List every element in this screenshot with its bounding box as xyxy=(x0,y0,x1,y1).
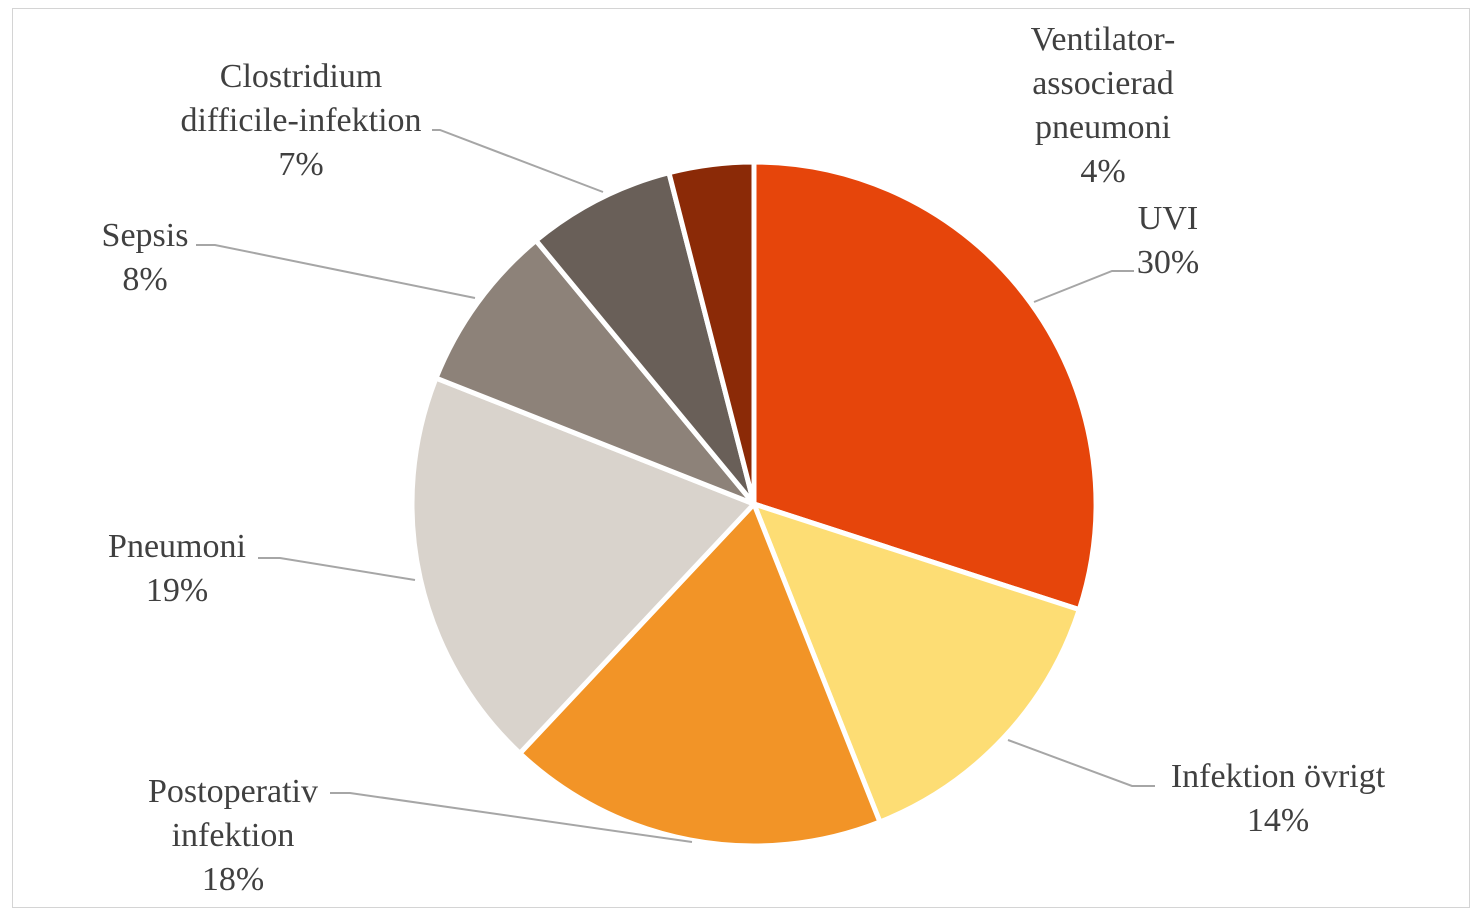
data-label-text: Sepsis xyxy=(102,217,189,254)
data-label-text: associerad xyxy=(1032,65,1174,102)
leader-lines xyxy=(196,129,1155,843)
leader-line-1 xyxy=(1033,270,1134,303)
data-label-5: Sepsis 8% xyxy=(102,217,189,298)
data-label-percent: 19% xyxy=(146,572,208,609)
pie-slice-6 xyxy=(533,170,757,507)
data-label-percent: 30% xyxy=(1137,244,1199,281)
data-label-text: UVI xyxy=(1138,200,1198,237)
leader-line-4 xyxy=(258,557,416,581)
pie-slice-1 xyxy=(751,159,1099,613)
data-label-1: UVI 30% xyxy=(1137,200,1199,281)
data-label-7: Ventilator-associerad pneumoni 4% xyxy=(1031,21,1176,190)
pie-slice-5 xyxy=(433,237,757,507)
data-label-text: Clostridium xyxy=(220,58,382,95)
pie-slice-7 xyxy=(666,159,757,507)
data-label-text: Postoperativ xyxy=(148,773,318,810)
pie-slice-2 xyxy=(751,501,1082,825)
data-label-text: pneumoni xyxy=(1035,109,1171,146)
pie-slice-3 xyxy=(517,501,883,849)
data-label-6: Clostridium difficile-infektion 7% xyxy=(180,58,421,183)
data-labels: UVI 30% Infektion övrigt 14% Postoperativ inf… xyxy=(102,21,1386,894)
data-label-text: difficile-infektion xyxy=(180,102,421,139)
leader-line-6 xyxy=(432,129,604,193)
leader-line-2 xyxy=(1007,739,1155,787)
data-label-percent: 14% xyxy=(1247,802,1309,839)
data-label-text: Infektion övrigt xyxy=(1171,758,1386,795)
data-label-text: Ventilator- xyxy=(1031,21,1176,58)
data-label-text: Pneumoni xyxy=(108,528,246,565)
data-label-2: Infektion övrigt 14% xyxy=(1171,758,1386,839)
data-label-percent: 7% xyxy=(278,146,323,183)
pie-slices xyxy=(409,159,1099,849)
data-label-percent: 8% xyxy=(122,261,167,298)
data-label-4: Pneumoni 19% xyxy=(108,528,246,609)
leader-line-3 xyxy=(330,792,693,843)
data-label-percent: 4% xyxy=(1080,153,1125,190)
data-label-percent: 18% xyxy=(202,861,264,894)
leader-line-5 xyxy=(196,244,476,299)
data-label-text: infektion xyxy=(172,817,295,854)
data-label-3: Postoperativ infektion 18% xyxy=(148,773,318,894)
